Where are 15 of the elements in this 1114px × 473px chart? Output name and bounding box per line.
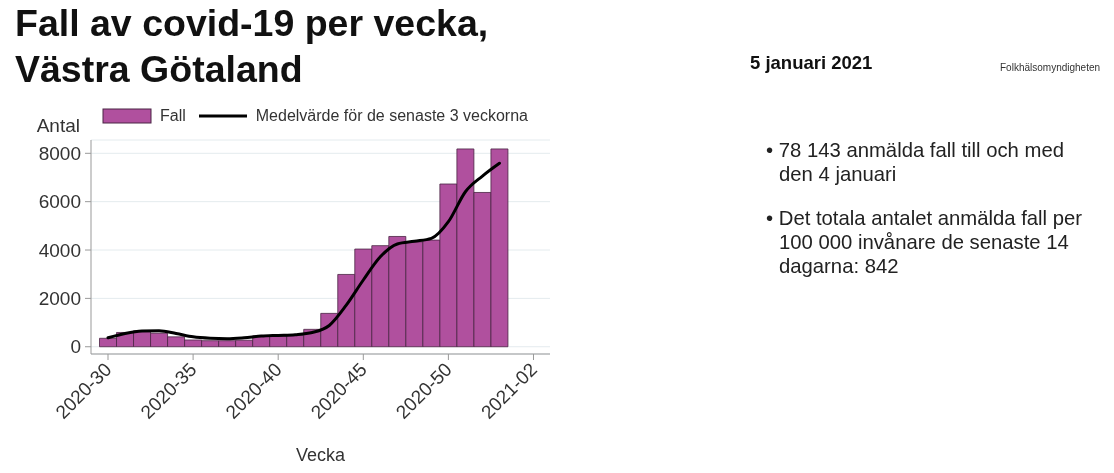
y-tick-label: 0	[70, 336, 81, 358]
text: • Det totala antalet anmälda fall per 100 000 invånare de senaste 14 dagarna: 842	[766, 206, 1083, 278]
text: Folkhälsomyndigheten	[1000, 62, 1101, 73]
x-axis-title: Vecka	[295, 445, 346, 465]
y-tick-label: 2000	[38, 288, 81, 310]
y-tick-label: 8000	[38, 143, 81, 165]
y-tick-label: 4000	[38, 239, 81, 261]
y-axis-title: Antal	[36, 115, 80, 136]
text: • 78 143 anmälda fall till och med den 4 januari	[766, 138, 1065, 186]
line-series	[106, 161, 501, 341]
text: 5 januari 2021	[750, 52, 873, 74]
y-tick-label: 6000	[38, 191, 81, 213]
legend-label: Fall	[160, 107, 186, 125]
legend-label: Medelvärde för de senaste 3 veckorna	[255, 107, 528, 125]
chart-title: Fall av covid-19 per vecka, Västra Götaland	[15, 1, 490, 92]
